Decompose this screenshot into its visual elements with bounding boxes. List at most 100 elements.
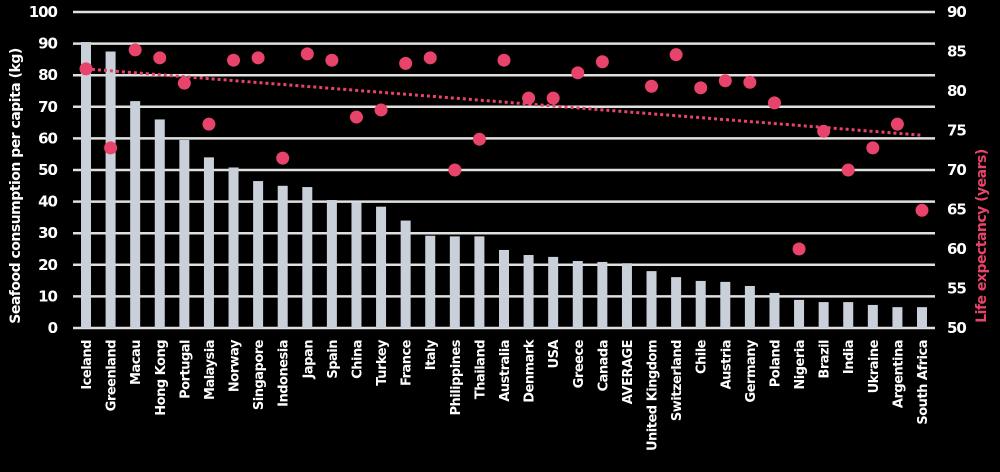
bar [621, 263, 632, 328]
x-category-label: Argentina [891, 340, 906, 408]
bar-series-seafood [81, 42, 927, 329]
scatter-series-life-expectancy [79, 43, 929, 256]
bar [671, 277, 682, 328]
data-point [153, 51, 167, 65]
left-y-tick-label: 0 [48, 319, 58, 337]
right-y-axis-ticks: 50 55 60 65 70 75 80 85 90 [947, 3, 967, 337]
x-category-label: Japan [301, 340, 316, 380]
data-point [227, 53, 241, 67]
bar [179, 139, 190, 328]
x-category-label: Spain [326, 340, 341, 379]
data-point [890, 117, 904, 131]
x-category-label: Brazil [818, 340, 833, 379]
left-y-axis-title: Seafood consumption per capita (kg) [8, 48, 24, 324]
data-point [743, 75, 757, 89]
bar [843, 302, 854, 328]
x-category-label: Hong Kong [154, 340, 169, 416]
gridlines [73, 10, 935, 330]
x-category-label: Austria [719, 340, 734, 389]
data-point [472, 132, 486, 146]
bar [572, 261, 583, 328]
x-category-label: Denmark [523, 339, 538, 403]
right-y-tick-label: 65 [947, 201, 966, 219]
left-y-tick-label: 60 [38, 129, 57, 147]
data-point [79, 62, 93, 76]
bar [646, 271, 657, 328]
x-category-label: Singapore [252, 339, 267, 410]
data-point [645, 79, 659, 93]
x-category-label: South Africa [916, 340, 931, 425]
left-y-tick-label: 20 [38, 256, 57, 274]
x-category-label: Thailand [473, 340, 488, 399]
bar [326, 200, 337, 328]
data-point [866, 141, 880, 155]
data-point [571, 66, 585, 80]
x-category-label: Ukraine [867, 339, 882, 393]
x-category-label: France [400, 339, 415, 386]
left-y-tick-label: 30 [38, 224, 57, 242]
data-point [128, 43, 142, 57]
data-point [817, 124, 831, 138]
left-y-tick-label: 100 [29, 3, 58, 21]
x-category-label: Switzerland [670, 340, 685, 421]
bar [228, 167, 239, 328]
left-y-tick-label: 90 [38, 35, 57, 53]
x-category-label: AVERAGE [621, 340, 636, 404]
bar [523, 255, 534, 328]
bar [474, 236, 485, 328]
bar [597, 261, 608, 328]
bar [548, 256, 559, 328]
bar [105, 51, 116, 328]
x-category-label: Italy [424, 339, 439, 370]
right-y-tick-label: 55 [947, 280, 966, 298]
right-y-tick-label: 90 [947, 3, 966, 21]
data-point [448, 163, 462, 177]
data-point [251, 51, 265, 65]
data-point [374, 103, 388, 117]
data-point [497, 53, 511, 67]
data-point [595, 55, 609, 69]
right-y-tick-label: 85 [947, 43, 966, 61]
data-point [718, 74, 732, 88]
right-y-tick-label: 50 [947, 319, 966, 337]
x-category-label: Macau [129, 340, 144, 385]
data-point [423, 51, 437, 65]
data-point [915, 203, 929, 217]
x-category-label: Germany [744, 339, 759, 402]
bar [917, 307, 927, 328]
right-y-tick-label: 70 [947, 161, 966, 179]
data-point [522, 91, 536, 105]
data-point [202, 117, 216, 131]
bar [130, 101, 141, 328]
bar [277, 185, 288, 328]
bar [425, 235, 436, 328]
bar [720, 281, 731, 328]
bar [794, 299, 805, 328]
data-point [767, 96, 781, 110]
bar [892, 307, 903, 328]
right-y-tick-label: 60 [947, 240, 966, 258]
right-y-tick-label: 75 [947, 122, 966, 140]
bar [203, 157, 214, 328]
bar [695, 280, 706, 328]
x-category-label: USA [547, 340, 562, 369]
bar [400, 220, 411, 328]
x-category-label: Greece [572, 339, 587, 388]
right-y-axis-title: Life expectancy (years) [974, 149, 990, 323]
bar [302, 187, 313, 328]
bar [818, 302, 829, 328]
bar [376, 206, 387, 328]
bar [154, 119, 165, 328]
data-point [276, 151, 290, 165]
left-y-tick-label: 50 [38, 161, 57, 179]
data-point [669, 48, 683, 62]
trend-line [85, 67, 923, 137]
data-point [325, 53, 339, 67]
data-point [349, 110, 363, 124]
x-category-label: Portugal [178, 340, 193, 399]
data-point [841, 163, 855, 177]
left-y-tick-label: 70 [38, 98, 57, 116]
right-y-tick-label: 80 [947, 82, 966, 100]
x-category-label: Iceland [80, 340, 95, 390]
x-category-label: Turkey [375, 339, 390, 386]
